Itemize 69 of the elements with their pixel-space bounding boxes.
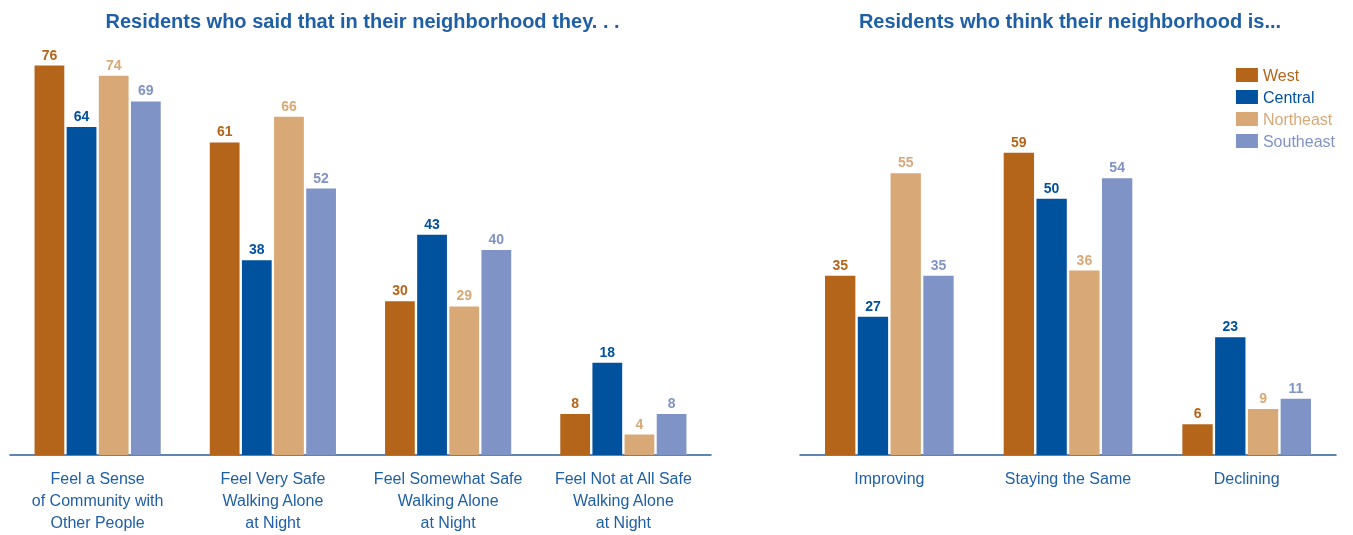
x-tick-label: Improving (854, 469, 925, 487)
x-tick-label: Staying the Same (1004, 469, 1132, 487)
data-label: 35 (832, 256, 849, 273)
data-label: 69 (138, 82, 154, 99)
bar (481, 250, 512, 455)
legend-label: West (1262, 66, 1300, 84)
bar (385, 301, 415, 455)
data-label: 54 (1109, 159, 1126, 176)
data-label: 59 (1011, 133, 1027, 150)
bar (66, 127, 97, 455)
bar (1215, 337, 1246, 455)
data-label: 74 (105, 56, 122, 73)
data-label: 9 (1259, 389, 1268, 406)
bar (923, 275, 954, 455)
data-label: 52 (313, 169, 330, 186)
bar (274, 116, 304, 455)
data-label: 76 (41, 46, 58, 63)
data-label: 55 (897, 154, 914, 171)
data-label: 23 (1222, 318, 1239, 335)
data-label: 50 (1043, 179, 1060, 196)
bar (449, 306, 480, 455)
data-label: 4 (635, 415, 644, 432)
data-label: 6 (1193, 405, 1202, 422)
data-label: 18 (599, 343, 616, 360)
bar (857, 316, 889, 455)
x-tick-label: Feel Very Safe Walking Alone at Night (220, 469, 326, 531)
bar (130, 101, 161, 455)
data-label: 8 (571, 395, 580, 412)
bar (1003, 152, 1035, 455)
bar (241, 260, 272, 455)
bar (209, 142, 240, 455)
chart-title: Residents who said that in their neighborhood they. . . (105, 10, 620, 32)
data-label: 35 (930, 256, 947, 273)
data-label: 30 (392, 282, 408, 299)
data-label: 61 (216, 123, 233, 140)
legend-label: Southeast (1262, 132, 1336, 150)
data-label: 36 (1076, 251, 1093, 268)
bar (306, 188, 336, 455)
bar (34, 65, 65, 455)
data-label: 11 (1288, 379, 1304, 396)
data-label: 43 (424, 215, 441, 232)
bar (656, 414, 687, 455)
bar (1182, 424, 1213, 455)
bar (890, 173, 921, 455)
x-tick-label: Feel Not at All Safe Walking Alone at Night (554, 469, 692, 531)
chart-title: Residents who think their neighborhood is... (858, 10, 1282, 32)
bar (624, 434, 655, 455)
bar (1101, 178, 1133, 455)
data-label: 8 (667, 395, 676, 412)
x-tick-label: Declining (1213, 469, 1280, 487)
bar (825, 275, 856, 455)
bar (417, 234, 447, 455)
bar (1280, 398, 1311, 455)
data-label: 66 (281, 97, 297, 114)
data-label: 38 (249, 241, 265, 258)
bar (592, 362, 623, 455)
x-tick-label: Feel a Sense of Community with Other People (31, 469, 164, 531)
data-label: 27 (865, 297, 881, 314)
data-label: 40 (488, 231, 505, 248)
x-tick-label: Feel Somewhat Safe Walking Alone at Night (373, 469, 523, 531)
legend-label: Northeast (1262, 110, 1333, 128)
bar (1036, 198, 1067, 455)
data-label: 29 (456, 287, 473, 304)
bar (1247, 408, 1279, 455)
bar (560, 414, 591, 455)
data-label: 64 (73, 108, 90, 125)
bar (98, 75, 129, 455)
bar (1069, 270, 1100, 455)
legend-label: Central (1262, 88, 1315, 106)
